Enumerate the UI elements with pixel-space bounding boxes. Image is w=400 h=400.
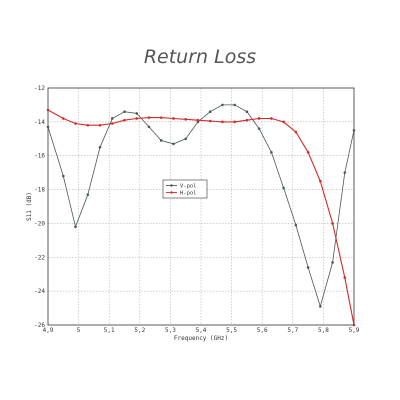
x-tick-label: 5,6 [257, 327, 268, 334]
y-tick-label: -14 [34, 119, 45, 126]
data-point [46, 108, 50, 112]
data-point [74, 225, 77, 229]
data-point [135, 117, 139, 120]
data-point [221, 120, 224, 124]
data-point [159, 116, 163, 119]
data-point [233, 120, 236, 124]
data-point [245, 118, 249, 122]
x-tick-label: 4,9 [43, 327, 54, 334]
data-point [147, 125, 151, 129]
data-point [306, 266, 310, 269]
series-lines [46, 103, 356, 327]
data-point [110, 122, 114, 125]
data-point [331, 261, 334, 264]
data-point [110, 117, 114, 120]
grid [48, 88, 354, 325]
data-point [208, 119, 212, 123]
data-point [196, 118, 200, 122]
x-tick-label: 5,7 [287, 327, 298, 334]
data-point [147, 116, 151, 119]
data-point [233, 103, 236, 107]
data-point [352, 323, 356, 327]
data-point [352, 129, 356, 132]
x-tick-label: 5 [77, 327, 81, 334]
data-point [135, 112, 139, 115]
y-tick-label: -26 [34, 322, 45, 329]
data-point [221, 103, 224, 107]
x-tick-label: 5,8 [318, 327, 329, 334]
series-v-pol [46, 103, 356, 308]
legend-label: V-pol [180, 184, 197, 190]
data-point [184, 118, 187, 121]
data-point [343, 171, 347, 174]
y-tick-label: -18 [34, 187, 45, 194]
data-point [172, 142, 175, 146]
data-point [86, 123, 90, 127]
data-point [270, 151, 273, 154]
data-point [98, 123, 102, 127]
series-h-pol [46, 108, 356, 327]
data-point [245, 110, 249, 113]
data-point [294, 223, 298, 227]
data-point [98, 145, 102, 149]
x-tick-label: 5,1 [104, 327, 115, 334]
legend-marker [170, 191, 173, 194]
data-point [306, 151, 310, 154]
data-point [62, 174, 65, 178]
data-point [331, 222, 334, 225]
data-point [172, 117, 175, 120]
data-point [184, 137, 187, 141]
x-tick-label: 5,4 [196, 327, 207, 334]
data-point [319, 305, 322, 308]
y-tick-label: -24 [34, 288, 45, 295]
data-point [282, 186, 285, 190]
data-point [270, 117, 273, 120]
tick-labels: 4,9 5 5,1 5,2 5,3 5,4 5,5 5,6 5,7 5,8 5,9 -12 -14 -16… [34, 85, 360, 334]
data-point [86, 193, 90, 196]
data-point [343, 276, 347, 279]
data-point [257, 127, 261, 130]
series-line [47, 104, 355, 308]
data-point [123, 110, 126, 113]
data-point [62, 117, 65, 120]
data-point [282, 120, 285, 124]
data-point [319, 179, 322, 183]
data-point [46, 125, 50, 129]
data-point [159, 139, 163, 142]
series-line [47, 109, 355, 326]
data-point [74, 122, 77, 125]
x-axis-label: Frequency (GHz) [174, 335, 228, 342]
legend-marker [170, 184, 173, 187]
data-point [123, 118, 126, 122]
y-tick-label: -12 [34, 85, 45, 92]
y-axis-label: S11 (dB) [26, 192, 33, 221]
data-point [294, 130, 298, 134]
y-tick-label: -16 [34, 153, 45, 160]
x-tick-label: 5,2 [134, 327, 145, 334]
data-point [208, 110, 212, 113]
y-tick-label: -22 [34, 254, 45, 261]
x-tick-label: 5,3 [165, 327, 176, 334]
chart-title: Return Loss [143, 46, 257, 68]
legend-label: H-pol [180, 191, 197, 197]
data-point [257, 117, 261, 120]
y-tick-label: -20 [34, 220, 45, 227]
plot-frame [47, 87, 355, 326]
x-tick-label: 5,9 [349, 327, 360, 334]
x-tick-label: 5,5 [226, 327, 237, 334]
legend-box [162, 179, 208, 199]
